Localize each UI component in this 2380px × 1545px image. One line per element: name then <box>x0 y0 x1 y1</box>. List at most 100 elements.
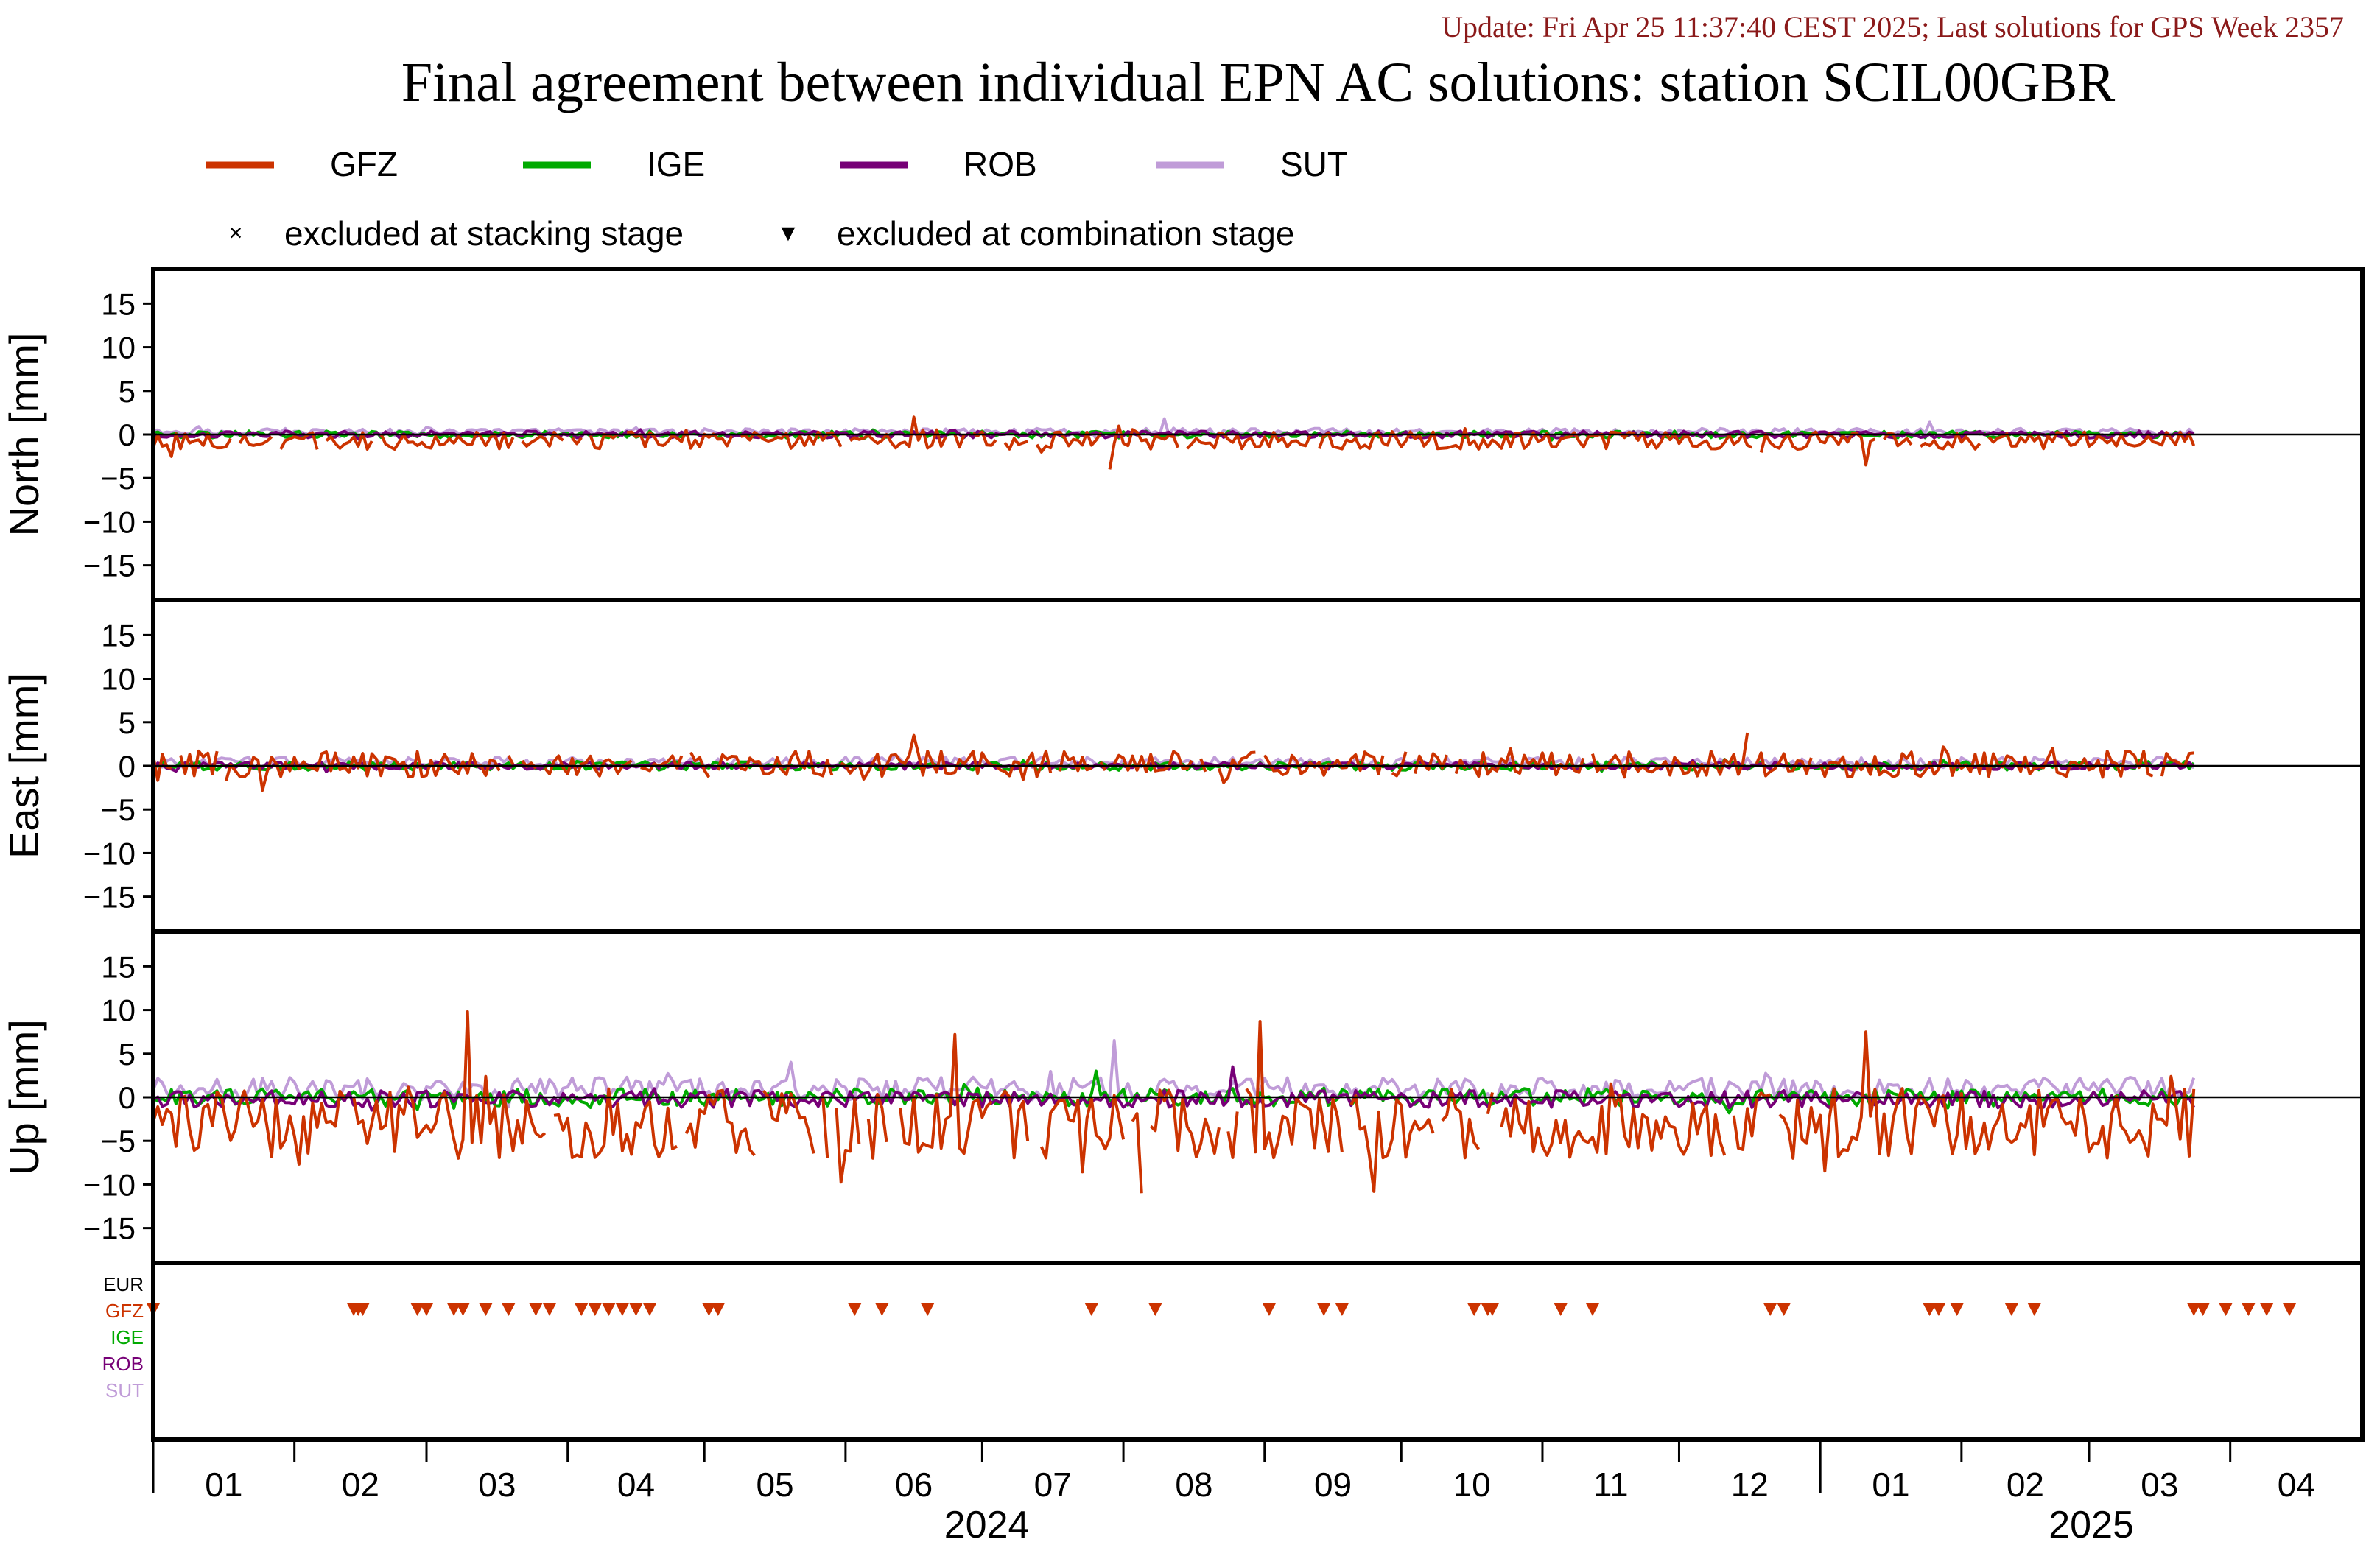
exclusion-marker <box>588 1303 602 1316</box>
exclusion-marker <box>1317 1303 1331 1316</box>
series-line-gfz <box>152 415 2196 470</box>
exclusion-row-label: IGE <box>110 1326 144 1348</box>
x-month-label: 10 <box>1453 1465 1491 1504</box>
exclusion-marker <box>2004 1303 2018 1316</box>
exclusion-marker <box>1931 1303 1945 1316</box>
y-tick-label: 0 <box>119 749 136 784</box>
legend-marker-symbol: ▼ <box>776 219 800 246</box>
exclusion-marker <box>2260 1303 2274 1316</box>
y-tick-label: 15 <box>101 618 136 652</box>
x-month-label: 05 <box>756 1465 793 1504</box>
y-tick-label: −15 <box>83 1211 136 1246</box>
exclusion-marker <box>2187 1303 2201 1316</box>
exclusion-marker <box>575 1303 589 1316</box>
panel-4: EUR GFZ IGE ROB SUT <box>102 1261 2365 1442</box>
exclusion-marker <box>1585 1303 1599 1316</box>
x-axis: 01 02 03 04 05 06 07 08 09 10 11 12 01 02 03 04 2024 2025 <box>152 1440 2315 1545</box>
panels: 15 10 5 0 −5 −10 −15 North [mm] 15 10 5 0 −5 −10 −15 Ea… <box>1 267 2365 1442</box>
exclusion-marker <box>529 1303 543 1316</box>
exclusion-marker <box>602 1303 616 1316</box>
y-tick-label: 0 <box>119 418 136 452</box>
y-axis-label: East [mm] <box>1 673 47 859</box>
exclusion-marker <box>456 1303 470 1316</box>
x-month-label: 04 <box>617 1465 655 1504</box>
exclusion-marker <box>2196 1303 2210 1316</box>
y-tick-label: −10 <box>83 1167 136 1202</box>
exclusion-marker <box>629 1303 643 1316</box>
update-note: Update: Fri Apr 25 11:37:40 CEST 2025; L… <box>1442 10 2344 43</box>
x-month-label: 03 <box>2141 1465 2178 1504</box>
x-year-label: 2025 <box>2049 1504 2134 1545</box>
exclusion-marker <box>643 1303 657 1316</box>
x-month-label: 08 <box>1175 1465 1212 1504</box>
exclusion-row-label: SUT <box>105 1379 144 1401</box>
legend-marker-label: excluded at stacking stage <box>284 214 684 253</box>
y-tick-label: −15 <box>83 549 136 583</box>
exclusion-marker <box>848 1303 862 1316</box>
exclusion-marker <box>542 1303 556 1316</box>
legend: GFZ IGE ROB SUT × excluded at stacking stage ▼… <box>206 145 1348 253</box>
y-axis-label: North [mm] <box>1 333 47 537</box>
exclusion-marker <box>1763 1303 1777 1316</box>
legend-label-sut: SUT <box>1280 145 1348 183</box>
legend-label-gfz: GFZ <box>330 145 398 183</box>
exclusion-marker <box>711 1303 725 1316</box>
exclusion-marker <box>1084 1303 1098 1316</box>
legend-label-ige: IGE <box>647 145 705 183</box>
exclusion-marker <box>921 1303 935 1316</box>
y-tick-label: 5 <box>119 1037 136 1071</box>
y-tick-label: 0 <box>119 1080 136 1115</box>
x-month-label: 03 <box>478 1465 516 1504</box>
exclusion-marker <box>1950 1303 1964 1316</box>
exclusion-marker <box>1777 1303 1791 1316</box>
y-tick-label: −5 <box>100 1124 136 1158</box>
panel-frame <box>151 1261 2365 1442</box>
panel-1: 15 10 5 0 −5 −10 −15 North [mm] <box>1 267 2365 602</box>
series-line-sut <box>152 1039 2196 1109</box>
exclusion-marker <box>1554 1303 1568 1316</box>
exclusion-marker <box>2242 1303 2256 1316</box>
exclusion-marker <box>615 1303 629 1316</box>
panel-3: 15 10 5 0 −5 −10 −15 Up [mm] <box>1 929 2365 1265</box>
x-month-label: 12 <box>1731 1465 1769 1504</box>
exclusion-marker <box>2027 1303 2041 1316</box>
exclusion-row-label: GFZ <box>105 1300 144 1322</box>
y-tick-label: 10 <box>101 662 136 697</box>
series-line-sut <box>152 417 2195 440</box>
exclusion-marker <box>875 1303 889 1316</box>
series-line-gfz <box>152 1010 2196 1194</box>
exclusion-marker <box>447 1303 461 1316</box>
chart-title: Final agreement between individual EPN A… <box>401 52 2116 113</box>
y-tick-label: 10 <box>101 331 136 365</box>
exclusion-marker <box>1467 1303 1481 1316</box>
x-year-label: 2024 <box>944 1504 1030 1545</box>
y-tick-label: −10 <box>83 504 136 539</box>
exclusion-marker <box>702 1303 716 1316</box>
x-month-label: 04 <box>2278 1465 2315 1504</box>
exclusion-marker <box>2219 1303 2233 1316</box>
exclusion-marker <box>420 1303 434 1316</box>
x-month-label: 09 <box>1314 1465 1352 1504</box>
x-month-label: 01 <box>205 1465 242 1504</box>
y-tick-label: 15 <box>101 949 136 984</box>
y-tick-label: −15 <box>83 880 136 915</box>
y-tick-label: −10 <box>83 836 136 870</box>
exclusion-marker <box>410 1303 424 1316</box>
exclusion-marker <box>356 1303 370 1316</box>
y-tick-label: 5 <box>119 374 136 409</box>
exclusion-marker <box>2283 1303 2297 1316</box>
x-month-label: 11 <box>1593 1465 1629 1504</box>
exclusion-marker <box>1335 1303 1349 1316</box>
y-tick-label: 15 <box>101 286 136 321</box>
y-tick-label: 10 <box>101 993 136 1028</box>
x-month-label: 02 <box>342 1465 379 1504</box>
x-month-label: 02 <box>2007 1465 2044 1504</box>
y-tick-label: 5 <box>119 705 136 740</box>
y-tick-label: −5 <box>100 461 136 496</box>
exclusion-marker <box>1262 1303 1276 1316</box>
legend-marker-label: excluded at combination stage <box>837 214 1294 253</box>
panel-2: 15 10 5 0 −5 −10 −15 East [mm] <box>1 598 2365 934</box>
y-axis-label: Up [mm] <box>1 1019 47 1175</box>
x-month-label: 06 <box>895 1465 933 1504</box>
